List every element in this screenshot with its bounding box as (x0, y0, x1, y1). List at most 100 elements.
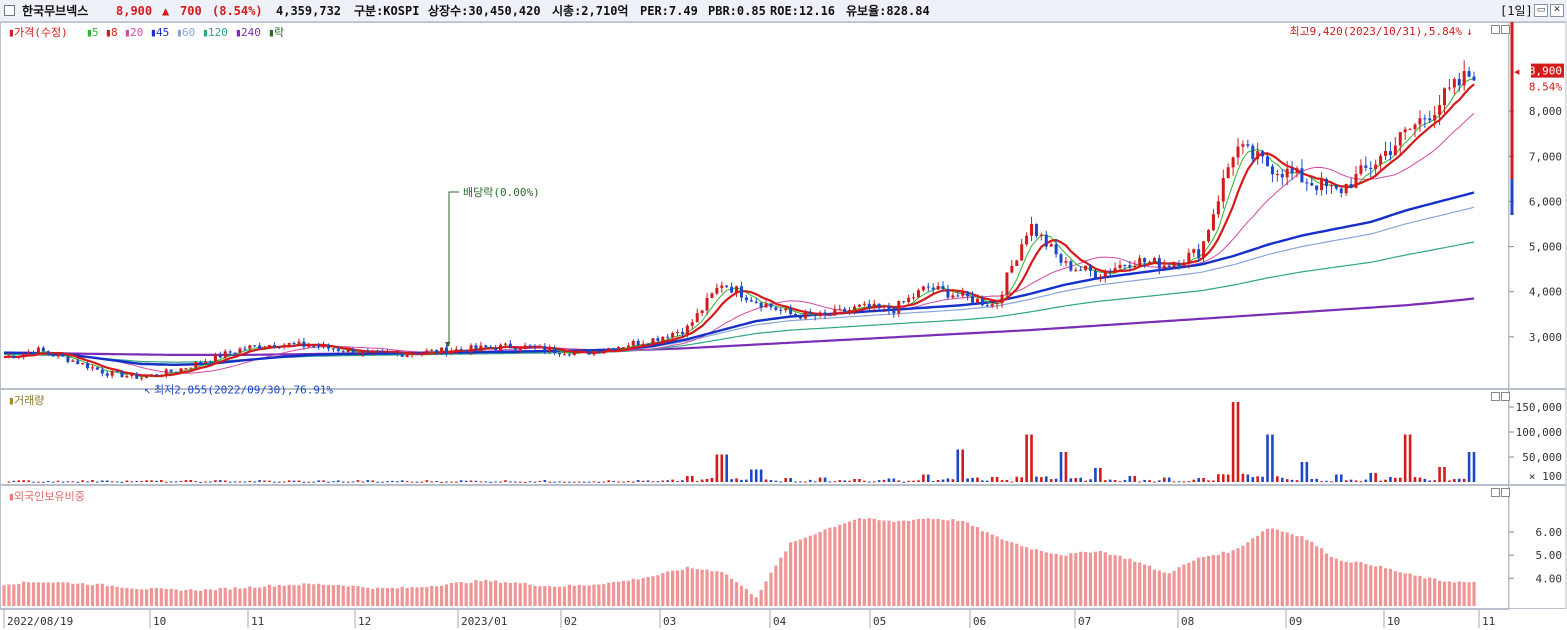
candle-body (936, 285, 940, 290)
candle-body (331, 348, 335, 350)
volume-bar (268, 480, 271, 482)
volume-bar (1251, 477, 1255, 482)
candle-body (1172, 262, 1176, 268)
foreign-ownership-bar (966, 522, 970, 606)
legend-ma-marker: ▮ (176, 26, 183, 39)
foreign-ownership-bar (916, 519, 921, 606)
volume-bar (877, 480, 881, 482)
volume-bar (400, 480, 404, 482)
candle-body (1379, 155, 1383, 165)
volume-bar (1207, 480, 1210, 482)
foreign-ownership-bar (1005, 540, 1009, 606)
foreign-ownership-bar (1339, 560, 1343, 606)
candle-body (474, 345, 478, 349)
candle-body (926, 286, 930, 288)
candle-body (641, 343, 645, 345)
stock-name[interactable]: 한국무브넥스 (22, 4, 89, 18)
volume-bar (130, 481, 134, 483)
candle-body (194, 362, 198, 368)
volume-bar (730, 479, 733, 482)
foreign-ownership-bar (494, 580, 498, 606)
candle-body (149, 374, 153, 377)
volume-bar (587, 481, 591, 483)
volume-bar (936, 479, 940, 482)
candle-body (1384, 151, 1388, 156)
foreign-ownership-bar (769, 572, 773, 606)
foreign-ownership-bar (862, 519, 866, 606)
foreign-ownership-bar (1457, 581, 1461, 606)
candle-body (966, 291, 970, 297)
volume-bar (238, 481, 242, 483)
volume-bar (1212, 480, 1215, 482)
candle-body (115, 371, 119, 373)
candle-body (503, 343, 507, 345)
ma240-line (4, 297, 1475, 356)
candle-body (1423, 118, 1427, 120)
candle-body (1443, 88, 1447, 106)
foreign-ownership-bar (926, 518, 930, 606)
foreign-ownership-bar (169, 588, 173, 606)
volume-bar (341, 481, 345, 483)
roe-value: ROE:12.16 (770, 4, 836, 18)
period-selector[interactable]: [1일] (1500, 4, 1533, 18)
date-axis-label: 06 (973, 615, 986, 628)
volume-bar (902, 481, 905, 483)
foreign-ownership-bar (208, 589, 213, 606)
volume-bar (794, 481, 797, 483)
candle-body (297, 341, 301, 344)
price-axis-label: 8,000 (1529, 105, 1562, 118)
volume-bar (853, 479, 856, 482)
select-checkbox[interactable] (4, 5, 15, 16)
volume-bar (985, 480, 989, 482)
candle-body (130, 373, 134, 376)
volume-bar (1089, 479, 1092, 482)
candle-body (916, 290, 920, 298)
candle-body (951, 295, 955, 298)
maximize-icon[interactable]: ▭ (1534, 4, 1548, 17)
chart-area[interactable]: ▮ 가격(수정) ▮ 5 ▮ 8 ▮ 20 ▮ 45 ▮ 60 ▮ 120 ▮ 240 ▮ 락 최고9,420(2… (0, 22, 1567, 630)
foreign-ownership-bar (518, 583, 522, 606)
foreign-ownership-bar (641, 578, 645, 606)
candle-body (1054, 244, 1058, 255)
volume-bar (391, 480, 394, 482)
price-change: 700 (180, 4, 202, 18)
candle-body (1167, 265, 1171, 268)
volume-bar (1305, 462, 1309, 482)
candle-body (1034, 224, 1038, 237)
candle-body (410, 353, 414, 355)
legend-ma-marker: ▮ (268, 26, 275, 39)
candle-body (1388, 151, 1392, 156)
foreign-ownership-bar (1216, 554, 1220, 606)
candle-body (1261, 151, 1265, 157)
candle-body (971, 296, 975, 303)
volume-bar (1349, 479, 1353, 482)
candle-body (90, 367, 94, 369)
candle-body (312, 346, 316, 348)
foreign-ownership-bar (1182, 564, 1186, 606)
foreign-ownership-bar (848, 521, 852, 606)
panel-max-icon (1501, 488, 1510, 497)
foreign-ownership-bar (1241, 545, 1245, 606)
volume-bar (1295, 480, 1299, 482)
foreign-ownership-bar (548, 586, 552, 606)
candle-body (459, 349, 463, 351)
volume-bar (1192, 479, 1196, 482)
volume-bar (1467, 452, 1471, 482)
candle-body (238, 348, 242, 353)
volume-bar (1020, 477, 1023, 482)
foreign-ownership-bar (1088, 552, 1093, 606)
volume-bar (322, 480, 325, 482)
foreign-ownership-bar (1049, 553, 1053, 606)
foreign-ownership-bar (562, 586, 567, 606)
current-price-label: 8,900 (1529, 65, 1562, 78)
volume-bar (917, 480, 920, 482)
close-icon[interactable]: ✕ (1550, 4, 1564, 17)
candle-body (27, 352, 31, 354)
panel-buttons[interactable] (1491, 25, 1510, 497)
foreign-ownership-bar (843, 523, 847, 606)
volume-bar (302, 481, 306, 483)
ma5-line (3, 78, 1475, 378)
foreign-ownership-bar (720, 572, 724, 606)
volume-bar (1384, 479, 1387, 482)
foreign-ownership-bar (1143, 564, 1147, 606)
